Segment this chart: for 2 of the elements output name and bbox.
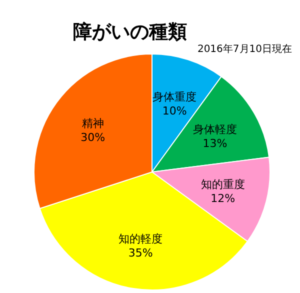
subtitle: 2016年7月10日現在 — [197, 44, 292, 55]
title: 障がいの種類 — [73, 21, 187, 43]
